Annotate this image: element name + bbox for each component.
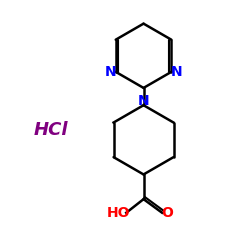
Text: HO: HO (106, 206, 130, 220)
Text: HCl: HCl (34, 121, 68, 139)
Text: N: N (171, 65, 183, 79)
Text: N: N (104, 65, 116, 79)
Text: O: O (162, 206, 173, 220)
Text: N: N (138, 94, 149, 108)
